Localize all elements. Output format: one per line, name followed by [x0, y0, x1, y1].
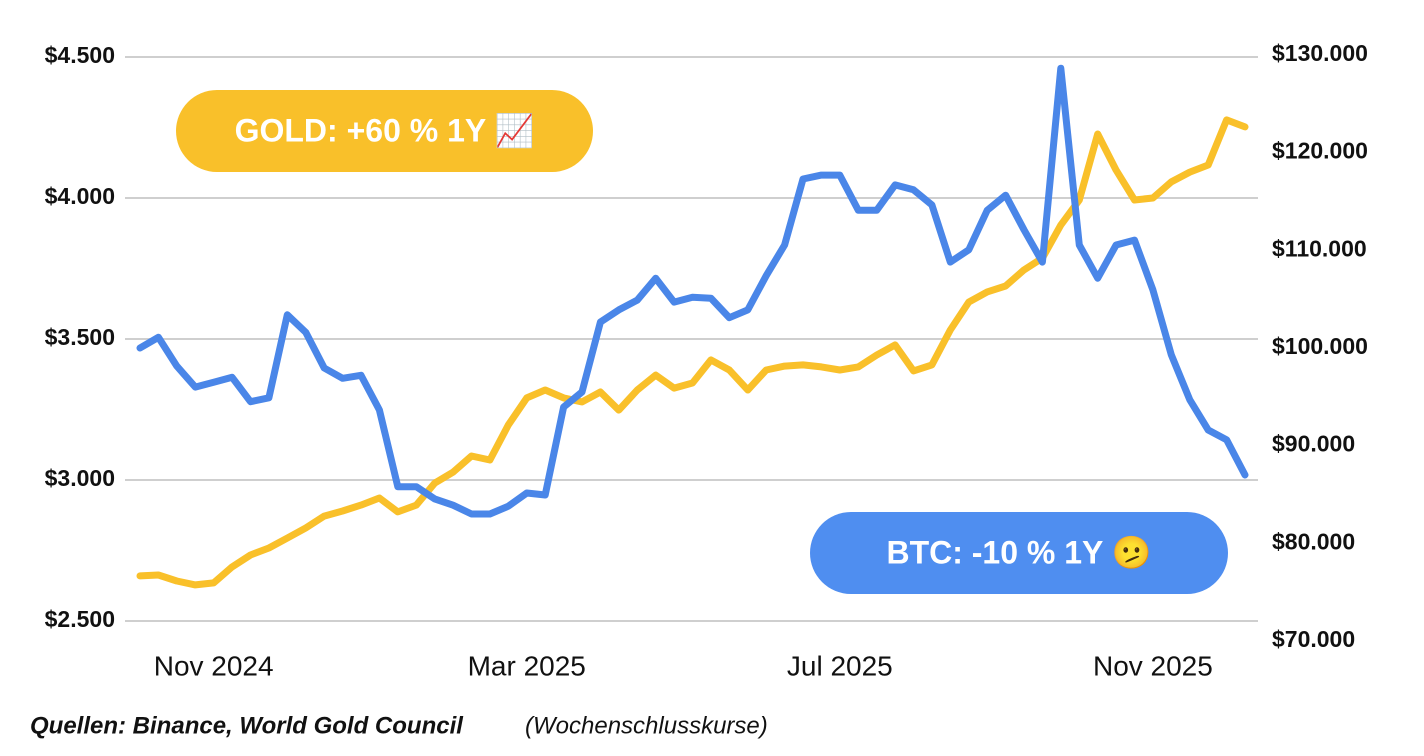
y2-tick-label: $90.000: [1272, 431, 1355, 457]
x-tick-label: Jul 2025: [787, 650, 893, 681]
x-tick-label: Nov 2025: [1093, 650, 1213, 681]
annotation-text: GOLD: +60 % 1Y 📈: [235, 112, 535, 148]
y2-tick-label: $100.000: [1272, 333, 1368, 359]
line-btc: [136, 64, 1249, 518]
y2-tick-label: $70.000: [1272, 626, 1355, 652]
annotation-pill: [176, 90, 593, 172]
y2-tick-label: $130.000: [1272, 40, 1368, 66]
annotation-text: BTC: -10 % 1Y 🫤: [886, 534, 1151, 570]
x-tick-label: Nov 2024: [154, 650, 274, 681]
y-tick-label: $4.500: [45, 42, 115, 68]
line-gold: [136, 116, 1249, 589]
y2-tick-label: $120.000: [1272, 138, 1368, 164]
y2-tick-label: $80.000: [1272, 528, 1355, 554]
y-tick-label: $3.500: [45, 324, 115, 350]
y2-tick-label: $110.000: [1272, 235, 1367, 261]
y-tick-label: $2.500: [45, 606, 115, 632]
annotation-pill: [810, 512, 1228, 594]
y-tick-label: $4.000: [45, 183, 115, 209]
source: Quellen: Binance, World Gold Council: [30, 712, 464, 739]
x-tick-label: Mar 2025: [468, 650, 586, 681]
y-tick-label: $3.000: [45, 465, 115, 491]
source-note: (Wochenschlusskurse): [525, 712, 768, 739]
